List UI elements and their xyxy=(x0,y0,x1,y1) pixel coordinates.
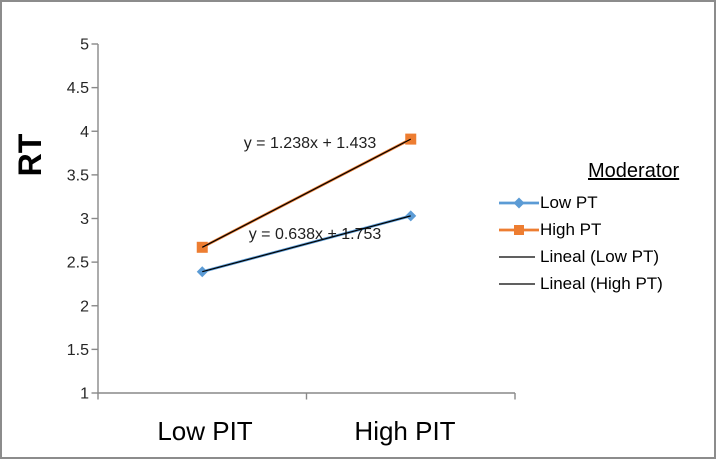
markers-layer xyxy=(196,133,417,278)
x-category-low-pit: Low PIT xyxy=(157,416,253,446)
svg-text:1: 1 xyxy=(80,386,89,403)
legend-label-lineal-high-pt: Lineal (High PT) xyxy=(540,273,663,293)
legend-label-lineal-low-pt: Lineal (Low PT) xyxy=(540,246,660,266)
legend-item-high-pt: High PT xyxy=(499,216,714,243)
legend-items: Low PT High PT Lineal (Low PT) Li xyxy=(499,189,714,297)
equation-high-pt: y = 1.238x + 1.433 xyxy=(244,135,377,152)
legend-label-low-pt: Low PT xyxy=(540,192,598,212)
svg-text:4.5: 4.5 xyxy=(67,80,89,97)
lineal-low-pt-swatch xyxy=(499,255,535,258)
svg-text:5: 5 xyxy=(80,37,89,54)
x-category-high-pit: High PIT xyxy=(354,416,456,446)
trendlines-layer xyxy=(201,138,412,273)
square-marker-icon xyxy=(514,224,524,235)
svg-text:3.5: 3.5 xyxy=(67,167,89,184)
svg-text:1.5: 1.5 xyxy=(67,342,89,359)
svg-text:2: 2 xyxy=(80,298,89,315)
equation-low-pt: y = 0.638x + 1.753 xyxy=(249,226,382,243)
y-tick-labels: 5 4.5 4 3.5 3 2.5 2 1.5 1 xyxy=(67,37,89,403)
legend-item-low-pt: Low PT xyxy=(499,189,714,216)
legend-item-lineal-low-pt: Lineal (Low PT) xyxy=(499,243,714,270)
legend: Moderator Low PT High PT xyxy=(499,159,714,297)
legend-title: Moderator xyxy=(588,160,680,182)
svg-text:4: 4 xyxy=(80,124,89,141)
series-lines-layer xyxy=(200,137,413,274)
svg-text:3: 3 xyxy=(80,211,89,228)
svg-text:2.5: 2.5 xyxy=(67,255,89,272)
diamond-marker-icon xyxy=(513,197,525,208)
low-pt-swatch xyxy=(499,197,539,208)
legend-label-high-pt: High PT xyxy=(540,219,602,239)
legend-item-lineal-high-pt: Lineal (High PT) xyxy=(499,270,714,297)
high-pt-swatch xyxy=(499,224,539,235)
lineal-high-pt-swatch xyxy=(499,282,535,285)
axes-layer xyxy=(91,43,516,400)
